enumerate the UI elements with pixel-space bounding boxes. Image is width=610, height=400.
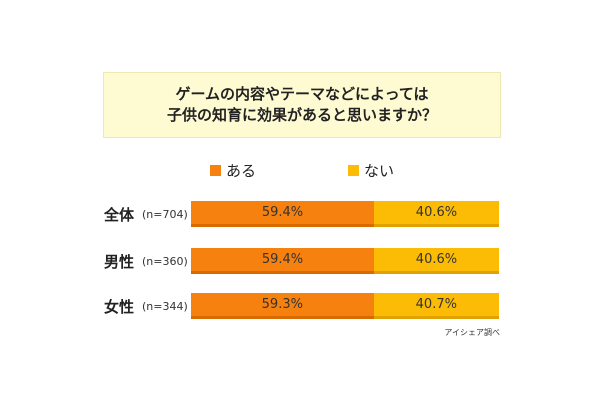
chart-title-box: ゲームの内容やテーマなどによっては 子供の知育に効果があると思いますか？	[103, 72, 501, 138]
bar-segment-nai-0: 40.6%	[373, 201, 499, 227]
data-label-aru-1: 59.4%	[261, 252, 304, 267]
data-label-aru-2: 59.3%	[261, 297, 303, 312]
legend-swatch-nai	[348, 165, 359, 176]
row-sample-size-1: (n=360)	[142, 255, 188, 268]
row-sample-size-0: (n=704)	[142, 208, 188, 221]
legend-label-nai: ない	[364, 162, 395, 180]
legend-label-aru: ある	[226, 162, 257, 180]
bar-segment-aru-2: 59.3%	[191, 293, 374, 319]
bar-segment-aru-1: 59.4%	[191, 248, 374, 274]
chart-title-line-2: 子供の知育に効果があると思いますか？	[166, 106, 437, 124]
bar-row-0: 59.4% 40.6%	[191, 201, 499, 227]
bar-row-1: 59.4% 40.6%	[191, 248, 499, 274]
legend-item-aru: ある	[210, 160, 256, 181]
row-label-0: 全体	[104, 206, 135, 224]
source-note: アイシェア調べ	[444, 328, 500, 337]
bar-segment-nai-1: 40.6%	[373, 248, 499, 274]
data-label-nai-2: 40.7%	[415, 297, 457, 312]
legend-item-nai: ない	[348, 160, 394, 181]
row-label-2: 女性	[104, 298, 135, 316]
legend-swatch-aru	[210, 165, 221, 176]
chart-title-line-1: ゲームの内容やテーマなどによっては	[175, 85, 429, 103]
data-label-nai-1: 40.6%	[415, 252, 458, 267]
data-label-nai-0: 40.6%	[415, 205, 458, 220]
chart-legend: ある ない	[0, 160, 610, 180]
bar-row-2: 59.3% 40.7%	[191, 293, 499, 319]
bar-segment-aru-0: 59.4%	[191, 201, 374, 227]
row-label-1: 男性	[104, 253, 135, 271]
bar-segment-nai-2: 40.7%	[373, 293, 499, 319]
data-label-aru-0: 59.4%	[261, 205, 304, 220]
row-sample-size-2: (n=344)	[142, 300, 188, 313]
